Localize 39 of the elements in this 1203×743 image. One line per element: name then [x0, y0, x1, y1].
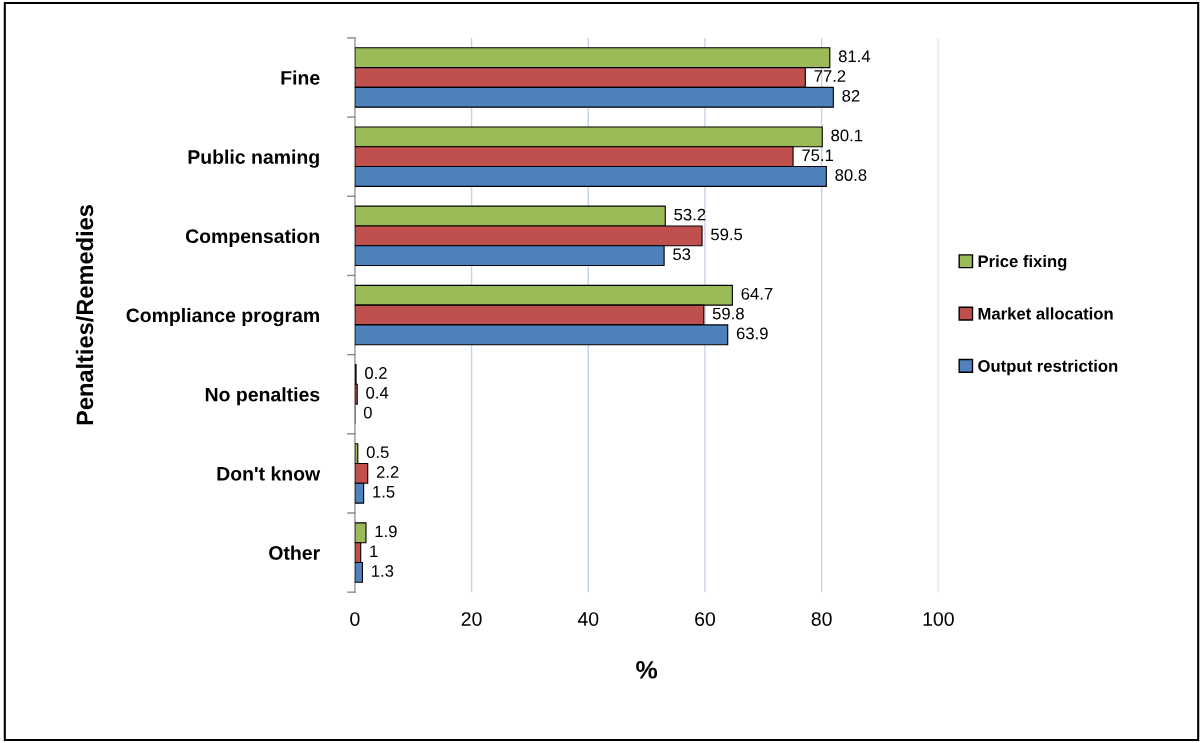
x-axis-title: % — [636, 661, 658, 679]
y-tick-label: Compliance program — [126, 307, 319, 327]
y-axis-title: Penalties/Remedies — [75, 205, 94, 425]
data-label: 77.2 — [814, 70, 846, 82]
data-label: 1.9 — [375, 525, 397, 538]
data-label: 59.8 — [712, 307, 744, 320]
data-label: 0.2 — [365, 367, 387, 379]
x-tick-label: 100 — [923, 612, 954, 626]
data-label: 53.2 — [674, 208, 706, 221]
data-label: 0.4 — [366, 386, 389, 399]
x-tick-label: 80 — [811, 612, 832, 626]
data-label: 80.8 — [835, 169, 867, 181]
x-tick-label: 40 — [577, 612, 599, 626]
y-tick-label: No penalties — [205, 387, 320, 406]
y-tick-label: Public naming — [188, 149, 319, 168]
legend-label: Market allocation — [978, 307, 1113, 320]
x-tick-label: 0 — [350, 612, 360, 626]
data-label: 1 — [370, 545, 378, 557]
y-tick-label: Don't know — [217, 466, 321, 481]
legend-label: Price fixing — [978, 254, 1067, 271]
y-tick-label: Other — [269, 545, 320, 560]
legend-label: Output restriction — [978, 359, 1118, 376]
data-label: 2.2 — [376, 466, 399, 478]
data-label: 80.1 — [831, 129, 863, 142]
data-label: 53 — [673, 248, 691, 261]
data-label: 59.5 — [711, 228, 743, 241]
data-label: 64.7 — [741, 287, 773, 300]
data-label: 82 — [842, 89, 860, 102]
y-tick-label: Compensation — [185, 228, 319, 247]
data-label: 81.4 — [838, 50, 871, 63]
data-label: 63.9 — [736, 327, 768, 340]
data-label: 0 — [363, 406, 372, 419]
x-tick-label: 20 — [461, 612, 482, 626]
data-label: 1.3 — [372, 565, 394, 577]
data-label: 75.1 — [802, 149, 834, 162]
x-tick-label: 60 — [695, 612, 716, 626]
data-label: 0.5 — [366, 446, 389, 459]
data-label: 1.5 — [373, 486, 395, 498]
y-tick-label: Fine — [281, 70, 320, 85]
